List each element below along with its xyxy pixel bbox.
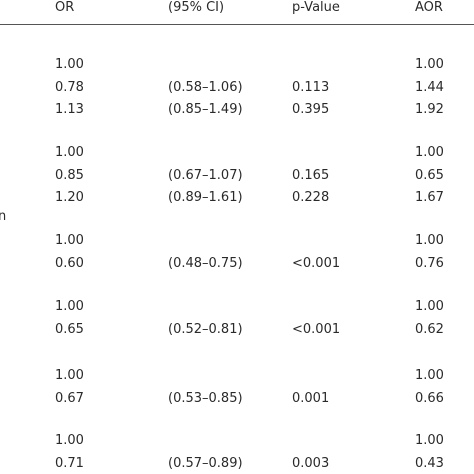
table-cell: (0.89–1.61) <box>168 190 243 205</box>
table-cell: 0.76 <box>415 255 444 271</box>
header-cell: p-Value <box>292 0 340 15</box>
header-cell: (95% CI) <box>168 0 225 15</box>
table-cell: <0.001 <box>292 321 341 337</box>
table-cell: <0.001 <box>292 255 341 271</box>
table-cell: 1.67 <box>415 190 444 205</box>
table-cell: 0.65 <box>55 321 84 337</box>
header-cell: OR <box>55 0 75 15</box>
row-label: n <box>0 209 7 224</box>
table-cell: (0.85–1.49) <box>168 102 243 117</box>
table-cell: 0.113 <box>292 79 330 95</box>
table-cell: 1.20 <box>55 190 84 205</box>
header-cell: AOR <box>415 0 443 15</box>
table-cell: 1.00 <box>55 299 84 314</box>
table-cell: (0.48–0.75) <box>168 255 243 271</box>
table-cell: 0.001 <box>292 390 330 406</box>
table-cell: 1.92 <box>415 102 444 117</box>
table-cell: 1.00 <box>415 233 444 248</box>
table-cell: 0.85 <box>55 167 84 183</box>
table-cell: 1.00 <box>55 57 84 72</box>
table-cell: (0.52–0.81) <box>168 321 243 337</box>
table-cell: (0.67–1.07) <box>168 167 243 183</box>
table-cell: 0.43 <box>415 455 444 471</box>
table-cell: 1.00 <box>55 145 84 160</box>
table-cell: 0.65 <box>415 167 444 183</box>
table-cell: 0.228 <box>292 190 330 205</box>
table-cell: 0.395 <box>292 102 330 117</box>
table-cell: 1.00 <box>415 299 444 314</box>
table-cell: (0.53–0.85) <box>168 390 243 406</box>
table-cell: 0.62 <box>415 321 444 337</box>
table-cell: 1.00 <box>415 145 444 160</box>
table-cell: (0.58–1.06) <box>168 79 243 95</box>
table-cell: 0.78 <box>55 79 84 95</box>
header-rule <box>0 24 474 25</box>
table-cell: 1.00 <box>55 433 84 448</box>
table-cell: (0.57–0.89) <box>168 455 243 471</box>
table-cell: 1.00 <box>55 233 84 248</box>
table-cell: 0.60 <box>55 255 84 271</box>
table-cell: 1.00 <box>415 433 444 448</box>
table-cell: 1.00 <box>55 368 84 383</box>
table-cell: 1.44 <box>415 79 444 95</box>
table-cell: 1.00 <box>415 57 444 72</box>
table-cell: 0.66 <box>415 390 444 406</box>
table-cell: 0.71 <box>55 455 84 471</box>
table-cell: 1.13 <box>55 102 84 117</box>
table-cell: 1.00 <box>415 368 444 383</box>
table-cell: 0.003 <box>292 455 330 471</box>
table-cell: 0.165 <box>292 167 330 183</box>
table-cell: 0.67 <box>55 390 84 406</box>
